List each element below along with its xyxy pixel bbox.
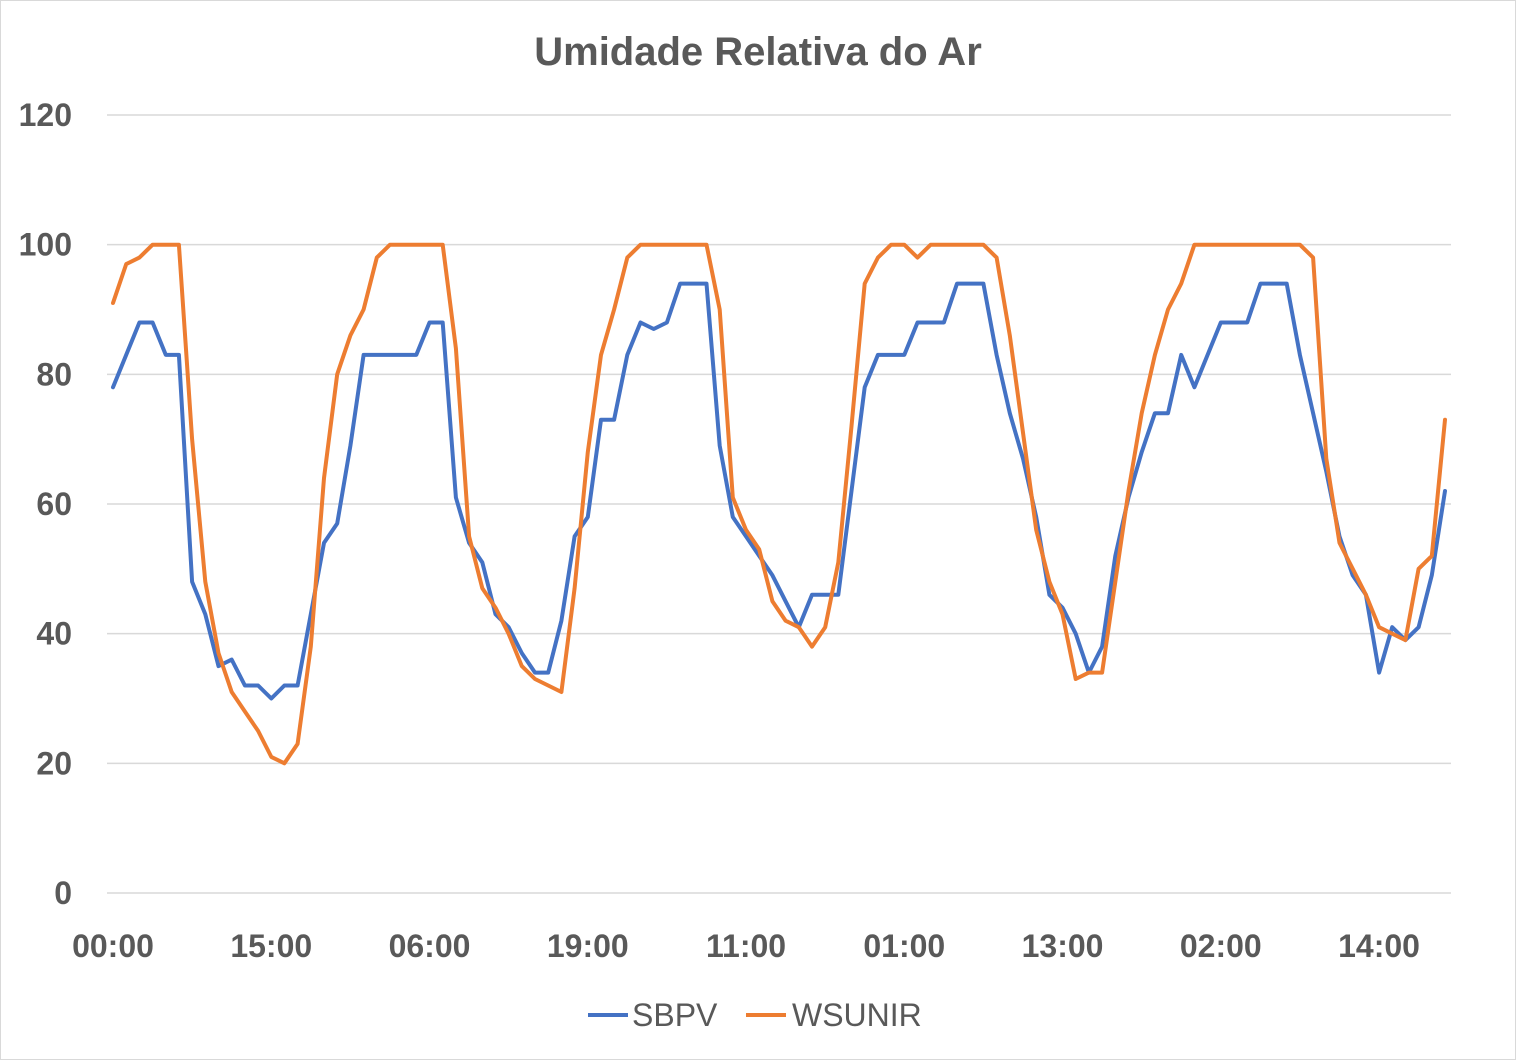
series-line-wsunir [111, 242, 1447, 766]
y-tick-label: 100 [19, 227, 72, 263]
y-tick-label: 0 [54, 875, 72, 911]
x-tick-label: 15:00 [230, 928, 312, 964]
x-tick-label: 11:00 [706, 928, 786, 964]
x-tick-label: 00:00 [72, 928, 154, 964]
legend: SBPV WSUNIR [588, 997, 922, 1033]
legend-label-wsunir: WSUNIR [792, 997, 922, 1033]
legend-label-sbpv: SBPV [632, 997, 718, 1033]
y-axis-ticks: 0 20 40 60 80 100 120 [19, 97, 72, 911]
x-tick-label: 02:00 [1180, 928, 1262, 964]
y-tick-label: 120 [19, 97, 72, 133]
x-tick-label: 19:00 [547, 928, 629, 964]
y-tick-label: 40 [36, 616, 72, 652]
gridlines [107, 114, 1451, 894]
y-tick-label: 80 [36, 356, 72, 392]
chart-title: Umidade Relativa do Ar [534, 30, 982, 74]
series-line-sbpv [111, 281, 1447, 701]
x-tick-label: 13:00 [1022, 928, 1104, 964]
y-tick-label: 60 [36, 486, 72, 522]
x-tick-label: 06:00 [389, 928, 471, 964]
series-lines [111, 242, 1447, 766]
x-tick-label: 14:00 [1338, 928, 1420, 964]
y-tick-label: 20 [36, 745, 72, 781]
x-axis-ticks: 00:00 15:00 06:00 19:00 11:00 01:00 13:00 02:00… [72, 928, 1420, 964]
x-tick-label: 01:00 [863, 928, 945, 964]
